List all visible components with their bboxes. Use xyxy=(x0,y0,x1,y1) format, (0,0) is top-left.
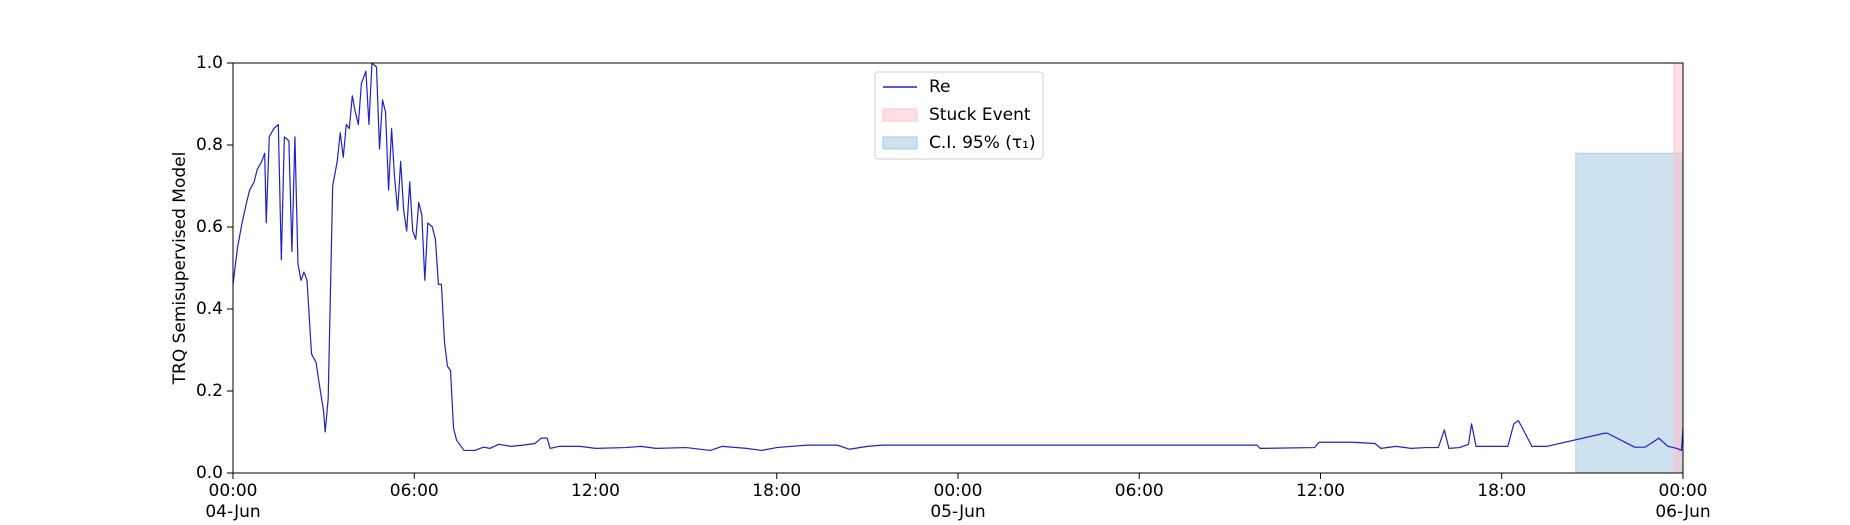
x-tick-label-line: 06:00 xyxy=(1115,481,1164,501)
legend-label: Stuck Event xyxy=(929,105,1031,125)
x-tick-label: 18:00 xyxy=(1477,481,1526,501)
x-tick-label-line: 00:00 xyxy=(1659,481,1708,501)
x-tick-label-line: 06-Jun xyxy=(1655,502,1710,522)
y-tick-label: 1.0 xyxy=(196,53,223,73)
x-tick-label-line: 18:00 xyxy=(1477,481,1526,501)
x-tick-label-line: 00:00 xyxy=(934,481,983,501)
x-tick-label-line: 1900 xyxy=(211,523,254,525)
y-axis-label: TRQ Semisupervised Model xyxy=(170,152,190,386)
x-tick-label-line: 12:00 xyxy=(571,481,620,501)
data-line xyxy=(232,62,1684,452)
region xyxy=(1673,62,1684,474)
x-tick-label-line: 06:00 xyxy=(390,481,439,501)
x-tick-label: 00:00 05-Jun xyxy=(930,481,985,522)
x-tick-label-line: 05-Jun xyxy=(930,502,985,522)
region xyxy=(1575,152,1684,474)
x-tick-label-line: 04-Jun xyxy=(205,502,260,522)
x-tick-label: 12:00 xyxy=(1296,481,1345,501)
y-tick-label: 0.8 xyxy=(196,135,223,155)
y-tick-label: 0.6 xyxy=(196,217,223,237)
x-tick-label-line: 18:00 xyxy=(752,481,801,501)
x-tick-label-line: 12:00 xyxy=(1296,481,1345,501)
y-tick-label: 0.0 xyxy=(196,463,223,483)
x-tick-label: 00:00 06-Jun xyxy=(1655,481,1710,522)
legend-label: C.I. 95% (τ₁) xyxy=(929,133,1036,153)
y-tick-label: 0.4 xyxy=(196,299,223,319)
legend-patch xyxy=(882,136,918,150)
x-tick-label: 18:00 xyxy=(752,481,801,501)
x-tick-label: 12:00 xyxy=(571,481,620,501)
y-tick-label: 0.2 xyxy=(196,381,223,401)
legend-label: Re xyxy=(929,77,951,97)
legend-patch xyxy=(882,108,918,122)
x-tick-label: 06:00 xyxy=(390,481,439,501)
x-tick-label: 06:00 xyxy=(1115,481,1164,501)
x-tick-label-line: 00:00 xyxy=(209,481,258,501)
